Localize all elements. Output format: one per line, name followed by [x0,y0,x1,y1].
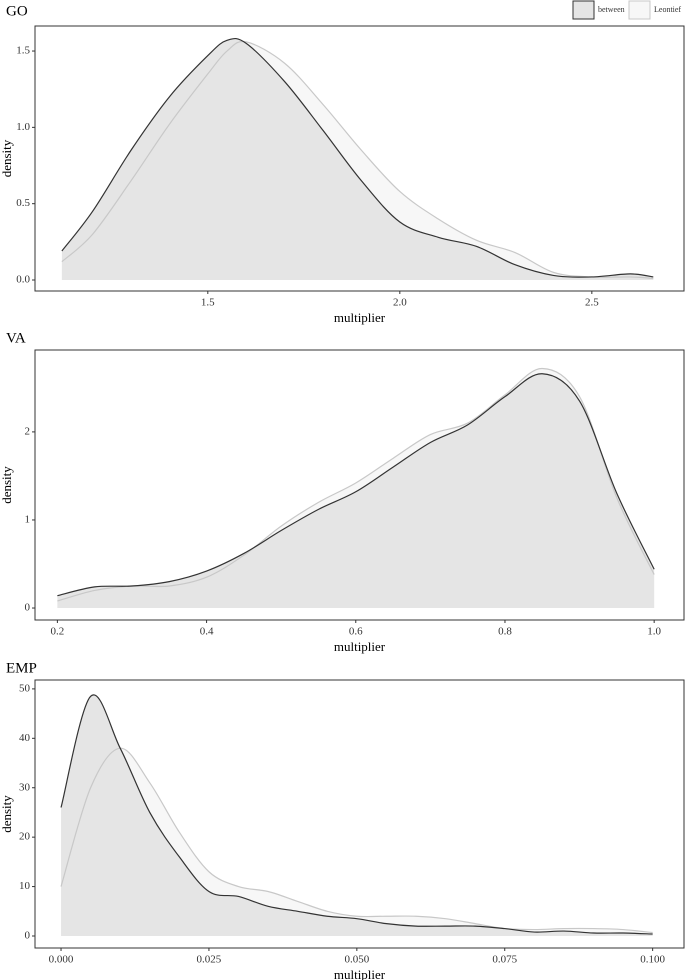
density-line [57,373,655,597]
x-tick-label: 0.4 [200,626,214,638]
x-tick-label: 2.5 [585,297,599,309]
plot-border [34,349,685,621]
plot-area [57,367,655,609]
x-tick-label: 0.100 [640,954,665,966]
y-tick-label: 0.0 [16,274,30,286]
density-line [61,37,654,278]
plot-area [60,694,653,936]
density-area [61,748,653,936]
x-tick-label: 1.5 [201,297,215,309]
x-axis-title: multiplier [334,310,386,325]
x-tick-label: 0.2 [51,626,65,638]
x-tick-label: 0.000 [49,954,74,966]
legend-label: Leontief [654,5,681,14]
density-area [61,38,654,281]
x-tick-label: 0.6 [349,626,363,638]
x-tick-label: 2.0 [393,297,407,309]
y-tick-label: 40 [19,732,31,744]
density-line [61,40,654,280]
legend-label: between [598,5,625,14]
legend-key [628,0,651,20]
y-tick-label: 0.5 [16,197,30,209]
density-line [60,694,653,935]
x-axis-title: multiplier [334,967,386,980]
y-tick-label: 2 [25,425,31,437]
x-tick-label: 1.0 [647,626,661,638]
y-axis-title: density [0,466,14,504]
y-axis-title: density [0,795,14,833]
density-area [57,373,655,609]
y-tick-label: 0 [25,930,31,942]
x-tick-label: 0.025 [197,954,222,966]
x-tick-label: 0.050 [344,954,369,966]
plot-border [34,25,685,292]
y-tick-label: 1.0 [16,121,30,133]
y-tick-label: 0 [25,602,31,614]
x-axis-title: multiplier [334,639,386,654]
y-tick-label: 30 [19,781,31,793]
x-tick-label: 0.075 [492,954,517,966]
y-axis-title: density [0,139,14,177]
legend-key [572,0,595,20]
y-tick-label: 1.5 [16,45,30,57]
y-tick-label: 50 [19,682,31,694]
y-tick-label: 10 [19,880,31,892]
legend: between Leontief [559,0,685,25]
density-line [57,367,655,602]
panel-title: GO [6,3,28,19]
density-area [61,694,653,936]
y-tick-label: 20 [19,831,31,843]
plot-border [34,679,685,949]
panel-title: EMP [6,660,37,676]
y-tick-label: 1 [25,513,31,525]
panel-title: VA [6,330,26,346]
x-tick-label: 0.8 [498,626,512,638]
plot-area [61,37,654,281]
density-line [60,747,653,934]
